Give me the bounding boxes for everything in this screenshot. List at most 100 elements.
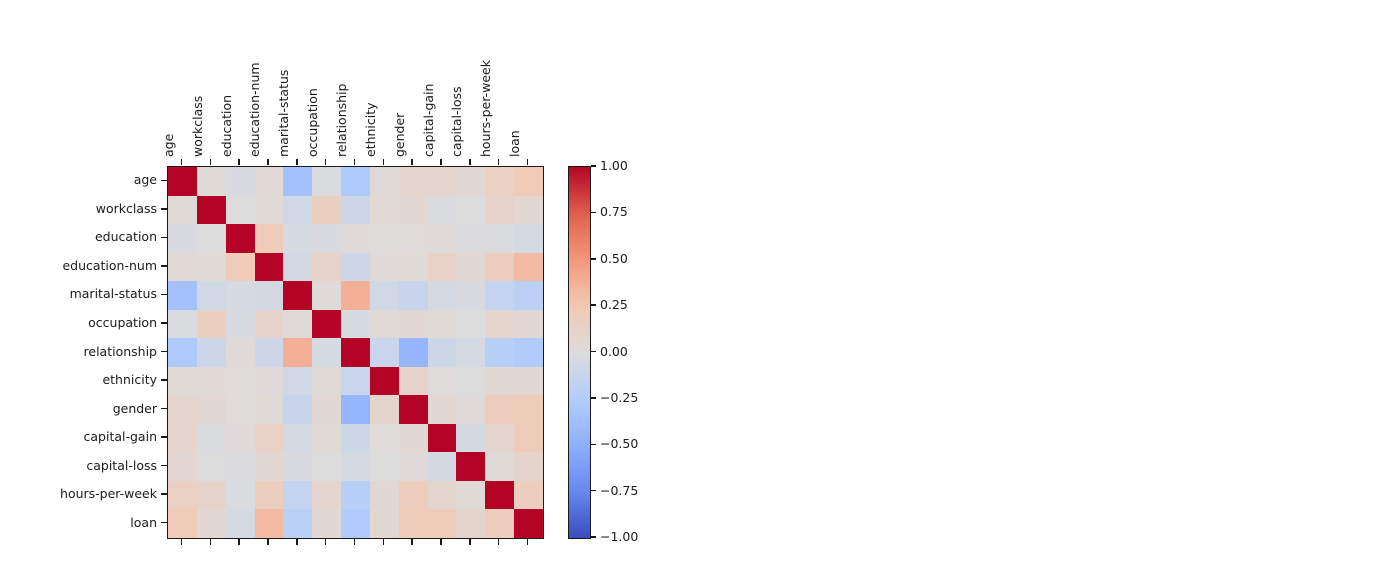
x-label-capital-gain: capital-gain [420, 83, 436, 157]
heatmap-cell-capital-gain-workclass [196, 423, 226, 453]
heatmap-cell-capital-gain-ethnicity [369, 423, 399, 453]
colorbar-tick-mark [591, 489, 596, 492]
heatmap-cell-relationship-loan [514, 338, 543, 367]
colorbar-label-0.00: 0.00 [600, 343, 628, 359]
heatmap-cell-gender-hours-per-week [485, 395, 515, 424]
heatmap-cell-education-relationship [341, 224, 370, 253]
heatmap-cell-education-capital-loss [456, 224, 486, 253]
x-label-ethnicity: ethnicity [362, 102, 378, 157]
tick-mark [161, 464, 167, 467]
tick-mark [180, 159, 183, 165]
y-label-relationship: relationship [83, 343, 157, 359]
heatmap-cell-workclass-education-num [254, 195, 284, 225]
heatmap-cell-education-num-ethnicity [369, 252, 399, 282]
heatmap-cell-relationship-occupation [312, 338, 342, 367]
colorbar-label-−0.50: −0.50 [600, 436, 639, 452]
heatmap-cell-capital-loss-age [168, 452, 197, 481]
heatmap-cell-relationship-capital-loss [456, 338, 486, 367]
heatmap-cell-workclass-capital-loss [456, 195, 486, 225]
heatmap-cell-occupation-education-num [254, 309, 284, 339]
heatmap-cell-age-ethnicity [369, 167, 399, 196]
y-label-capital-gain: capital-gain [83, 429, 157, 445]
heatmap-cell-workclass-occupation [312, 195, 342, 225]
heatmap-cell-capital-gain-education [225, 423, 255, 453]
heatmap-cell-education-education [225, 224, 255, 253]
y-label-ethnicity: ethnicity [102, 372, 157, 388]
heatmap-cell-loan-ethnicity [369, 509, 399, 538]
tick-mark [209, 159, 212, 165]
heatmap-cell-occupation-hours-per-week [485, 309, 515, 339]
tick-mark [161, 521, 167, 524]
heatmap-cell-occupation-ethnicity [369, 309, 399, 339]
heatmap-cell-marital-status-capital-loss [456, 281, 486, 310]
heatmap-cell-gender-marital-status [283, 395, 313, 424]
tick-mark [411, 159, 413, 165]
heatmap-cell-capital-gain-education-num [254, 423, 284, 453]
heatmap-cell-hours-per-week-education [225, 480, 255, 510]
heatmap-cell-age-relationship [341, 167, 370, 196]
heatmap-cell-education-loan [514, 224, 543, 253]
heatmap-cell-education-marital-status [283, 224, 313, 253]
heatmap-cell-relationship-education-num [254, 338, 284, 367]
heatmap-cell-education-num-gender [398, 252, 428, 282]
heatmap-cell-age-capital-gain [427, 167, 457, 196]
heatmap-cell-occupation-education [225, 309, 255, 339]
heatmap-cell-marital-status-loan [514, 281, 543, 310]
heatmap-cell-education-num-hours-per-week [485, 252, 515, 282]
x-label-education-num: education-num [247, 62, 263, 157]
colorbar-label-0.75: 0.75 [600, 204, 628, 220]
heatmap-cell-marital-status-age [168, 281, 197, 310]
correlation-heatmap [167, 166, 544, 539]
heatmap-cell-age-education-num [254, 167, 284, 196]
heatmap-cell-capital-loss-occupation [312, 452, 342, 481]
x-label-capital-loss: capital-loss [449, 86, 465, 157]
heatmap-cell-workclass-age [168, 195, 197, 225]
heatmap-cell-relationship-ethnicity [369, 338, 399, 367]
heatmap-cell-hours-per-week-marital-status [283, 480, 313, 510]
heatmap-cell-hours-per-week-relationship [341, 480, 370, 510]
heatmap-cell-gender-relationship [341, 395, 370, 424]
heatmap-cell-education-num-workclass [196, 252, 226, 282]
heatmap-cell-education-hours-per-week [485, 224, 515, 253]
heatmap-cell-age-age [168, 167, 197, 196]
heatmap-cell-occupation-marital-status [283, 309, 313, 339]
x-label-loan: loan [507, 130, 523, 157]
heatmap-cell-capital-gain-marital-status [283, 423, 313, 453]
heatmap-cell-education-workclass [196, 224, 226, 253]
heatmap-cell-capital-gain-loan [514, 423, 543, 453]
x-label-workclass: workclass [189, 95, 205, 157]
tick-mark [161, 350, 167, 353]
heatmap-cell-occupation-loan [514, 309, 543, 339]
heatmap-cell-ethnicity-education [225, 366, 255, 396]
tick-mark [296, 539, 298, 545]
heatmap-cell-capital-loss-marital-status [283, 452, 313, 481]
heatmap-cell-capital-loss-capital-loss [456, 452, 486, 481]
heatmap-cell-gender-workclass [196, 395, 226, 424]
tick-mark [209, 539, 212, 545]
tick-mark [161, 379, 167, 381]
colorbar-tick-mark [591, 211, 596, 214]
x-label-hours-per-week: hours-per-week [478, 60, 494, 157]
tick-mark [382, 539, 385, 545]
heatmap-cell-education-num-capital-loss [456, 252, 486, 282]
heatmap-cell-age-gender [398, 167, 428, 196]
y-label-occupation: occupation [88, 314, 157, 330]
y-label-hours-per-week: hours-per-week [60, 486, 157, 502]
heatmap-cell-marital-status-relationship [341, 281, 370, 310]
heatmap-cell-gender-gender [398, 395, 428, 424]
x-label-education: education [218, 94, 234, 157]
heatmap-cell-hours-per-week-hours-per-week [485, 480, 515, 510]
heatmap-cell-relationship-gender [398, 338, 428, 367]
heatmap-cell-gender-ethnicity [369, 395, 399, 424]
tick-mark [497, 539, 500, 545]
heatmap-cell-marital-status-workclass [196, 281, 226, 310]
heatmap-cell-education-num-occupation [312, 252, 342, 282]
colorbar-tick-mark [591, 350, 596, 353]
heatmap-cell-capital-gain-capital-loss [456, 423, 486, 453]
heatmap-cell-marital-status-occupation [312, 281, 342, 310]
heatmap-cell-age-marital-status [283, 167, 313, 196]
heatmap-cell-relationship-workclass [196, 338, 226, 367]
heatmap-cell-relationship-age [168, 338, 197, 367]
heatmap-cell-ethnicity-education-num [254, 366, 284, 396]
x-label-marital-status: marital-status [276, 69, 292, 157]
